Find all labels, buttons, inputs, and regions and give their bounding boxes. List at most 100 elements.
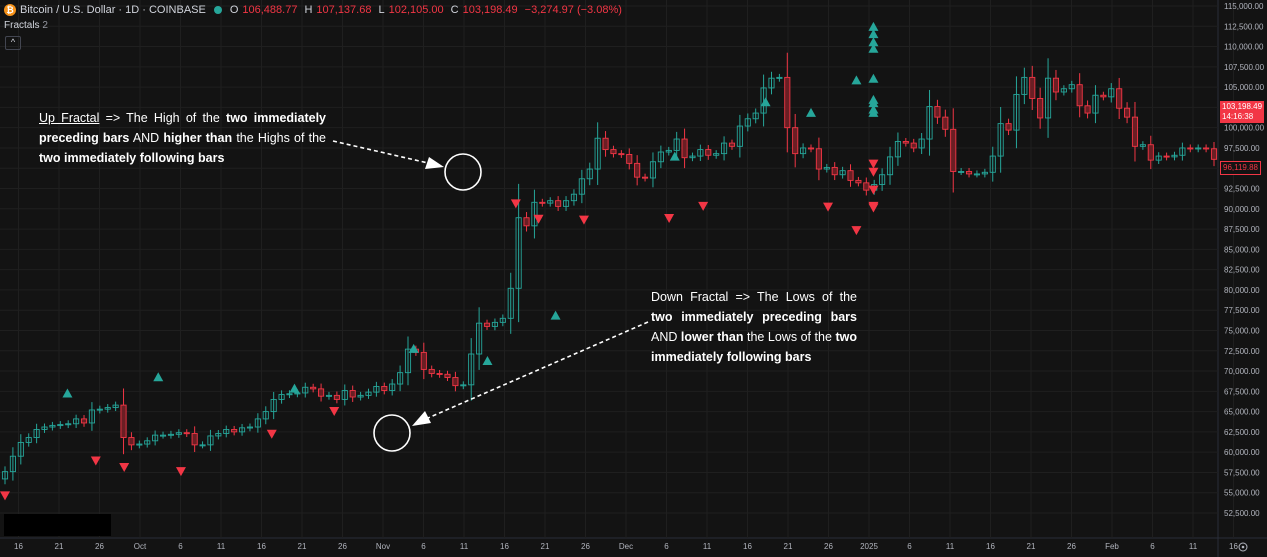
candle-body — [578, 178, 585, 195]
bitcoin-icon: ₿ — [4, 4, 16, 16]
candle-body — [728, 142, 736, 147]
settings-icon[interactable] — [1238, 542, 1248, 552]
candle-body — [1139, 144, 1146, 147]
candle-body — [1037, 98, 1044, 119]
down-fractal-marker — [175, 467, 186, 477]
price-tick-label: 107,500.00 — [1224, 63, 1265, 72]
time-tick-label: 11 — [460, 542, 469, 551]
candle-body — [642, 176, 649, 179]
price-axis[interactable]: 115,000.00 112,500.00 110,000.00 107,500.00… — [1224, 2, 1265, 518]
price-tick-label: 75,000.00 — [1224, 326, 1260, 335]
up-fractal-note: Up Fractal => The High of the two immedi… — [39, 108, 326, 168]
price-tick-label: 90,000.00 — [1224, 205, 1260, 214]
candle-body — [302, 386, 309, 394]
time-tick-label: 11 — [703, 542, 712, 551]
candle-body — [1005, 123, 1012, 131]
candle-body — [294, 392, 301, 395]
market-status-icon — [213, 6, 222, 14]
candle-body — [33, 428, 40, 439]
candle-body — [1, 471, 9, 480]
time-tick-label: 16 — [500, 542, 509, 551]
candle-body — [981, 171, 988, 175]
price-tick-label: 57,500.00 — [1224, 468, 1260, 477]
up-fractal-marker — [550, 310, 561, 320]
candle-body — [721, 142, 728, 155]
time-tick-label: 6 — [664, 542, 669, 551]
price-tick-label: 55,000.00 — [1224, 489, 1260, 498]
up-bold-1: two immediately preceding bars — [39, 111, 327, 145]
candle-body — [286, 393, 293, 396]
down-text-3: the Lows of the — [743, 330, 836, 344]
time-tick-label: 26 — [1067, 542, 1076, 551]
up-fractal-marker — [62, 388, 73, 398]
down-fractal-marker — [329, 407, 340, 417]
candle-body — [159, 434, 167, 437]
candle-body — [523, 217, 530, 227]
candle-body — [483, 322, 491, 327]
time-tick-label: 16 — [14, 542, 23, 551]
candle-body — [815, 148, 822, 170]
candle-body — [649, 161, 657, 179]
up-fractal-marker — [868, 73, 879, 83]
price-tick-label: 52,500.00 — [1224, 509, 1260, 518]
high-label: H — [304, 4, 313, 16]
up-fractal-marker — [289, 383, 300, 393]
time-tick-label: Dec — [619, 542, 633, 551]
candle-body — [610, 149, 617, 155]
candle-body — [1045, 77, 1052, 119]
time-tick-label: 21 — [298, 542, 307, 551]
candle-body — [689, 155, 696, 159]
up-fractal-marker — [868, 107, 879, 117]
time-tick-label: 21 — [541, 542, 550, 551]
candle-body — [254, 418, 261, 428]
price-tick-label: 115,000.00 — [1224, 2, 1264, 11]
time-axis[interactable]: 16 21 26 Oct 6 11 16 21 26 Nov 6 11 16 21 26 Dec 6 11 16 21… — [14, 542, 1238, 551]
candle-body — [973, 173, 980, 176]
indicator-legend[interactable]: Fractals 2 — [4, 20, 48, 31]
candle-body — [657, 151, 664, 163]
candle-body — [167, 433, 174, 436]
candle-body — [175, 432, 182, 435]
candle-body — [965, 171, 973, 175]
redaction-box — [4, 514, 111, 536]
candle-body — [792, 127, 799, 155]
symbol-title[interactable]: Bitcoin / U.S. Dollar · 1D · COINBASE — [20, 4, 206, 16]
candle-body — [246, 426, 254, 429]
candle-body — [602, 137, 609, 151]
collapse-legend-button[interactable]: ^ — [5, 36, 21, 50]
low-price-tag: 96,119.88 — [1220, 161, 1261, 175]
candle-body — [1203, 147, 1210, 150]
candle-body — [144, 440, 151, 445]
time-tick-label: 21 — [55, 542, 64, 551]
candle-body — [17, 441, 24, 457]
candle-body — [673, 138, 680, 151]
down-fractal-marker — [868, 167, 879, 177]
candle-body — [1116, 88, 1123, 109]
up-annotation-arrowhead — [425, 157, 444, 169]
candle-body — [136, 443, 143, 446]
time-tick-label: 11 — [217, 542, 226, 551]
candle-body — [96, 408, 103, 411]
indicator-name: Fractals — [4, 20, 40, 31]
candle-body — [310, 386, 317, 390]
price-tick-label: 85,000.00 — [1224, 245, 1260, 254]
time-tick-label: 21 — [784, 542, 793, 551]
candle-body — [950, 128, 957, 172]
candle-body — [1155, 155, 1162, 161]
candle-body — [341, 390, 348, 400]
down-bold-2: lower than — [680, 330, 744, 344]
down-fractal-marker — [868, 203, 879, 213]
candle-body — [1013, 93, 1020, 131]
down-fractal-marker — [119, 463, 130, 473]
time-tick-label: 6 — [907, 542, 912, 551]
candle-body — [665, 149, 672, 153]
price-tick-label: 105,000.00 — [1224, 83, 1265, 92]
bar-countdown: 14:16:38 — [1222, 112, 1254, 121]
candle-body — [199, 444, 206, 447]
price-tick-label: 65,000.00 — [1224, 408, 1260, 417]
time-tick-label: 16 — [743, 542, 752, 551]
candle-body — [807, 147, 815, 150]
price-tick-label: 87,500.00 — [1224, 225, 1260, 234]
